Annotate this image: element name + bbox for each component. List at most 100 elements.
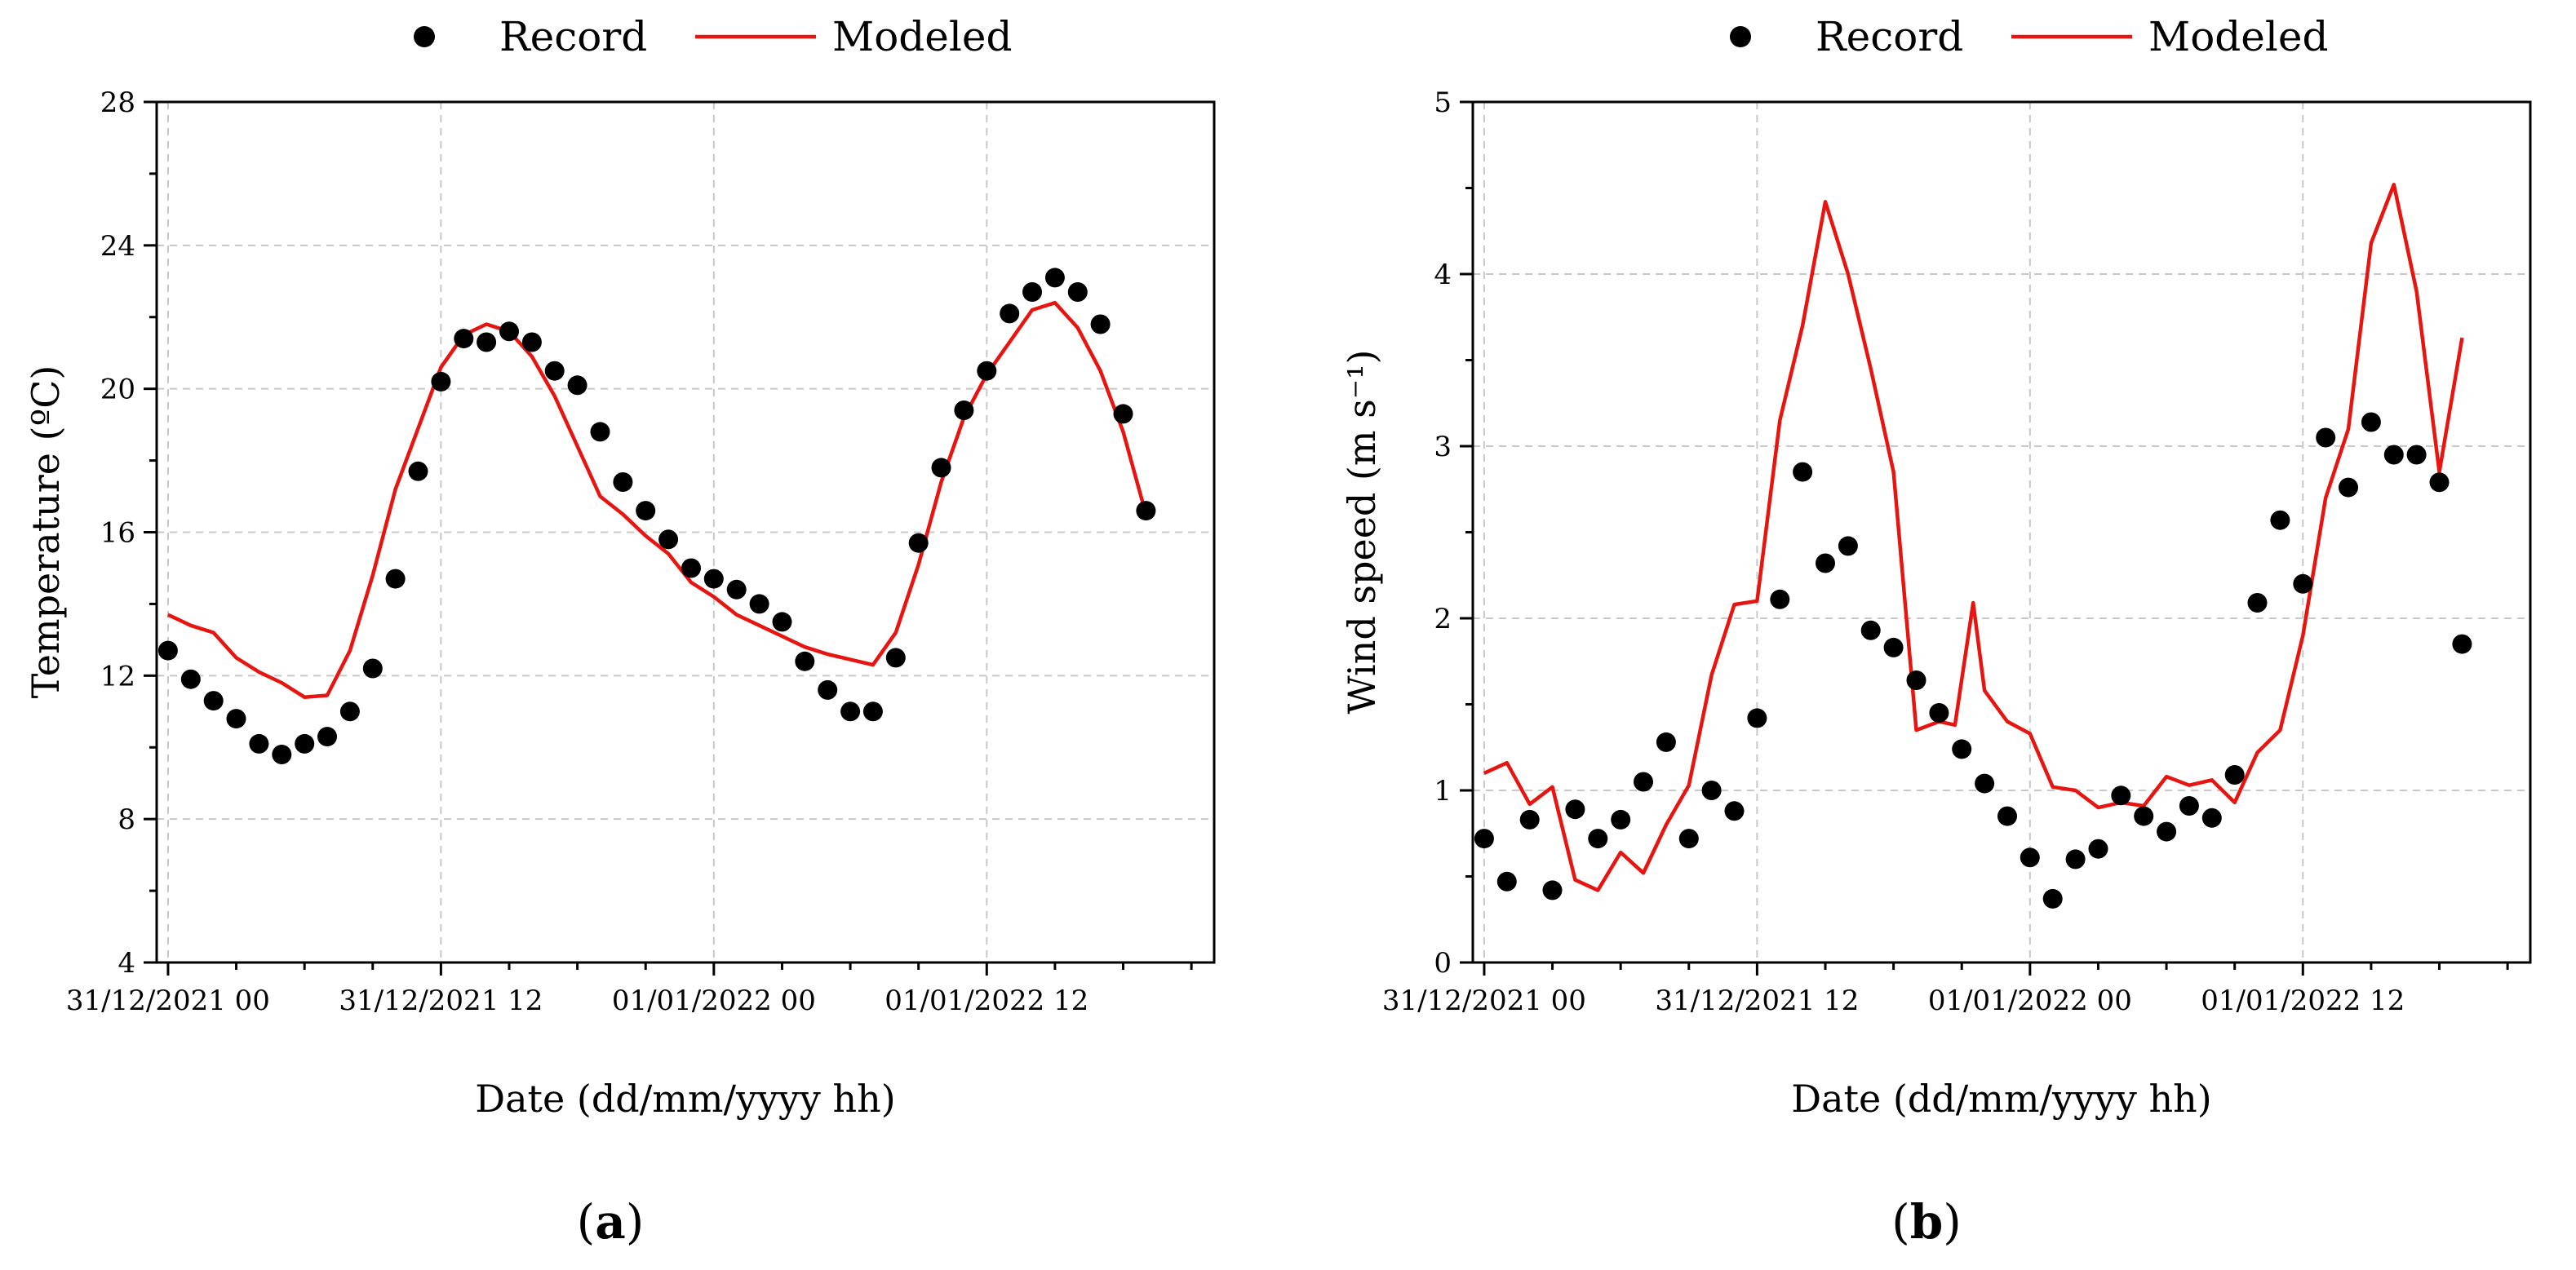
record-point [2361, 412, 2381, 432]
record-point [1542, 880, 1563, 901]
record-point [203, 691, 224, 711]
record-point [362, 658, 383, 679]
record-point [157, 640, 178, 661]
record-point [681, 558, 701, 578]
record-point [1022, 282, 1042, 302]
record-point [1906, 670, 1926, 690]
record-point [908, 533, 929, 553]
record-point [2339, 477, 2358, 498]
legend-record-label: Record [499, 13, 647, 60]
record-point [1724, 801, 1745, 821]
record-point [1883, 637, 1904, 657]
record-point [2065, 849, 2086, 870]
legend-record-marker [1730, 26, 1751, 47]
panel-label-letter: a [595, 1194, 626, 1250]
record-point [840, 701, 861, 722]
record-point [2134, 806, 2154, 826]
record-point [658, 529, 679, 550]
modeled-line [166, 300, 1148, 699]
modeled-line [1483, 183, 2464, 892]
record-point [2316, 427, 2336, 448]
record-point [2383, 445, 2404, 465]
y-tick-label: 16 [100, 517, 135, 550]
y-tick-label: 3 [1434, 431, 1452, 463]
record-point [567, 375, 587, 396]
record-point [2429, 472, 2450, 493]
y-tick-label: 8 [117, 803, 135, 836]
record-point [2201, 808, 2222, 828]
y-tick-label: 2 [1434, 603, 1452, 635]
record-point [1611, 809, 1631, 830]
legend-record-label: Record [1816, 13, 1963, 60]
record-point [1701, 781, 1722, 800]
legend-modeled-label: Modeled [2148, 13, 2328, 60]
legend: Record Modeled [414, 13, 1012, 60]
record-point [2020, 847, 2040, 868]
record-point [431, 371, 451, 392]
legend-modeled-label: Modeled [832, 13, 1012, 60]
x-tick-label: 31/12/2021 00 [1382, 985, 1586, 1017]
x-tick-label: 01/01/2022 12 [885, 985, 1088, 1017]
y-tick-label: 1 [1434, 775, 1452, 808]
plot-frame [1471, 100, 2532, 964]
record-point [1816, 553, 1835, 573]
x-tick-label: 01/01/2022 12 [2201, 985, 2405, 1017]
record-point [2406, 445, 2427, 465]
record-point [385, 569, 406, 589]
record-point [1975, 773, 1995, 794]
record-point [1793, 462, 1813, 482]
tick-labels: 31/12/2021 00 31/12/2021 12 01/01/2022 00 0… [1382, 86, 2405, 1017]
record-point [1067, 282, 1088, 302]
y-axis-title: Temperature (ºC) [24, 365, 68, 699]
y-tick-label: 5 [1434, 86, 1452, 119]
grid [1473, 102, 2530, 962]
record-point [521, 332, 542, 352]
record-point [885, 648, 906, 668]
record-point [818, 679, 838, 700]
record-point [226, 709, 246, 729]
panel-a-temperature: Record Modeled 31/12/2021 00 31/12/2021 1… [24, 13, 1216, 1250]
panel-label-close: ) [1943, 1194, 1962, 1250]
record-point [2293, 573, 2313, 594]
tick-labels: 31/12/2021 00 31/12/2021 12 01/01/2022 00 0… [66, 86, 1088, 1017]
record-point [636, 501, 656, 521]
y-tick-label: 24 [100, 230, 135, 263]
record-point [772, 612, 792, 632]
panel-label: (a) [577, 1194, 645, 1250]
record-point [1113, 404, 1133, 424]
grid [157, 102, 1214, 962]
x-axis-title: Date (dd/mm/yyyy hh) [1791, 1077, 2211, 1121]
y-tick-label: 0 [1434, 947, 1452, 980]
y-tick-label: 4 [117, 947, 135, 980]
record-point [1656, 732, 1676, 752]
modeled-series [166, 300, 1148, 699]
record-point [499, 321, 519, 342]
y-axis-title: Wind speed (m s⁻¹) [1340, 350, 1384, 715]
record-point [1747, 708, 1767, 728]
y-tick-label: 4 [1434, 259, 1452, 291]
axis-ticks [1460, 100, 2509, 976]
panel-label-close: ) [626, 1194, 645, 1250]
record-point [1519, 809, 1540, 830]
record-point [726, 579, 747, 600]
x-tick-label: 31/12/2021 12 [1655, 985, 1859, 1017]
record-point [703, 569, 724, 589]
record-point [1838, 536, 1858, 556]
record-point [1044, 268, 1065, 288]
record-point [1929, 703, 1949, 723]
record-point [1860, 620, 1881, 640]
record-point [2179, 796, 2199, 816]
record-point [408, 461, 428, 481]
modeled-series [1483, 183, 2464, 892]
record-series [157, 268, 1156, 764]
record-point [272, 745, 292, 764]
record-point [1474, 829, 1494, 849]
record-point [2270, 510, 2290, 530]
x-tick-label: 31/12/2021 12 [339, 985, 543, 1017]
record-point [339, 701, 360, 722]
record-point [2247, 593, 2268, 613]
record-series [1474, 412, 2472, 909]
record-point [590, 422, 610, 442]
x-axis-title: Date (dd/mm/yyyy hh) [475, 1077, 895, 1121]
record-point [249, 733, 269, 754]
